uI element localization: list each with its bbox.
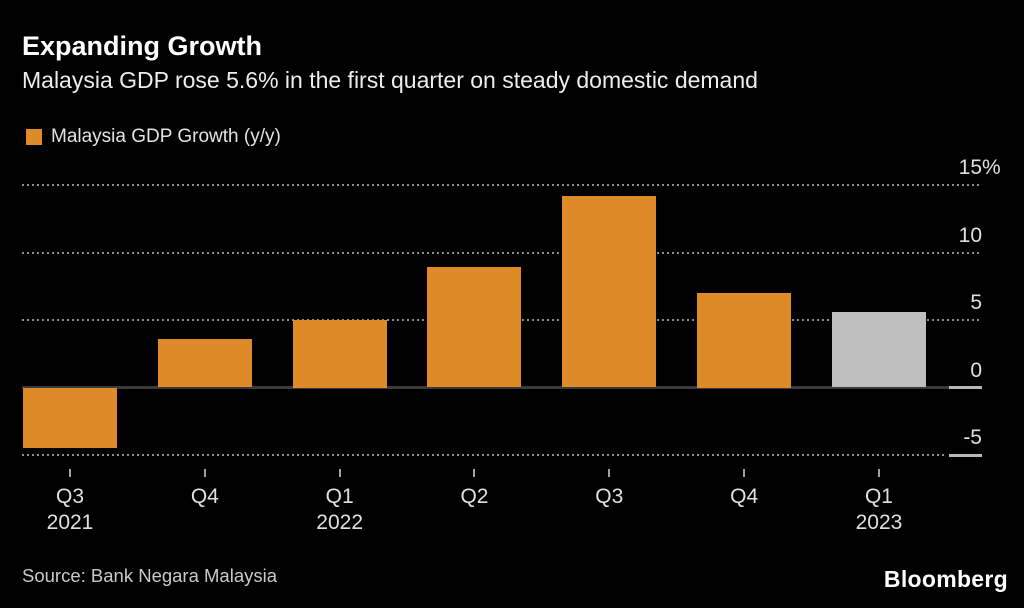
x-axis-label-quarter: Q3 <box>595 485 624 508</box>
x-axis-label-quarter: Q3 <box>55 485 84 508</box>
bar-q4-2022 <box>697 293 792 388</box>
y-axis-label: 10 <box>958 223 982 247</box>
legend-label: Malaysia GDP Growth (y/y) <box>51 126 281 147</box>
source-note: Source: Bank Negara Malaysia <box>22 565 278 586</box>
bar-q3-2021 <box>23 387 117 449</box>
axis-right-tick <box>949 453 982 457</box>
zero-axis-line <box>22 386 949 389</box>
y-axis-label: 15% <box>958 156 1001 179</box>
x-axis-label-year: 2021 <box>46 511 94 534</box>
x-axis-label-quarter: Q1 <box>325 485 354 508</box>
x-axis-tick <box>743 469 746 477</box>
x-axis-tick <box>69 469 71 477</box>
x-axis-label-year: 2022 <box>316 511 364 534</box>
x-axis-label-quarter: Q4 <box>730 485 759 508</box>
bar-q2-2022 <box>427 267 522 388</box>
gridline <box>22 454 946 456</box>
bar-q1-2023 <box>831 311 926 388</box>
x-axis-tick <box>877 469 880 477</box>
y-axis-unit: % <box>982 156 1001 179</box>
x-axis-label-quarter: Q4 <box>190 485 219 508</box>
x-axis-tick <box>608 469 611 477</box>
x-axis-label-year: 2023 <box>855 511 903 534</box>
x-axis-label-quarter: Q2 <box>460 485 489 508</box>
y-axis-label: 5 <box>970 291 982 314</box>
legend-swatch-icon <box>26 129 42 145</box>
y-axis-label: -5 <box>963 426 982 449</box>
chart-title: Expanding Growth <box>22 31 262 61</box>
bar-q4-2021 <box>157 338 252 388</box>
gridline <box>22 251 980 254</box>
bar-q3-2022 <box>562 195 657 388</box>
x-axis-tick <box>338 469 341 477</box>
y-axis-label: 0 <box>970 358 982 382</box>
axis-right-tick <box>949 386 982 389</box>
x-axis-label-quarter: Q1 <box>864 485 893 508</box>
x-axis-tick <box>473 469 476 477</box>
x-axis-tick <box>203 469 206 477</box>
bar-q1-2022 <box>292 320 387 388</box>
legend: Malaysia GDP Growth (y/y) <box>26 126 281 148</box>
chart-subtitle: Malaysia GDP rose 5.6% in the first quar… <box>22 67 758 93</box>
gridline <box>22 184 980 186</box>
bloomberg-logo: Bloomberg <box>883 566 1008 592</box>
